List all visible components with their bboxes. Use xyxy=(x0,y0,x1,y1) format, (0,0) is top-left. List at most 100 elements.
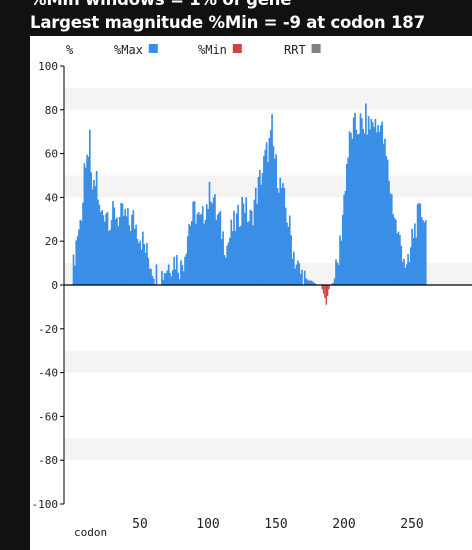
max-bar xyxy=(137,243,140,285)
max-bar xyxy=(139,240,141,285)
max-bar xyxy=(162,279,165,285)
min-window-note: %Min windows = 1% of gene xyxy=(30,0,291,9)
max-bar xyxy=(180,260,182,285)
max-bar xyxy=(148,268,151,285)
max-bar xyxy=(388,180,390,285)
max-bar xyxy=(365,103,367,286)
max-bar xyxy=(283,188,286,285)
legend-label: RRT xyxy=(284,43,306,57)
max-bar xyxy=(354,112,356,285)
max-bar xyxy=(114,219,117,285)
max-bar xyxy=(83,163,86,285)
max-bar xyxy=(193,200,196,285)
max-bar xyxy=(290,235,292,285)
max-bar xyxy=(131,214,133,285)
max-bar xyxy=(118,216,121,285)
max-bar xyxy=(87,156,90,285)
max-bar xyxy=(227,242,230,285)
max-bar xyxy=(260,184,263,285)
max-bar xyxy=(103,221,106,285)
max-bar xyxy=(165,273,167,285)
max-bar xyxy=(233,210,235,285)
max-bar xyxy=(370,119,373,285)
max-bar xyxy=(93,179,95,285)
max-bar xyxy=(110,220,113,285)
max-bar xyxy=(106,212,109,285)
max-bar xyxy=(216,214,219,285)
max-bar xyxy=(263,156,265,285)
max-bar xyxy=(418,202,420,285)
max-bar xyxy=(382,143,385,285)
max-bar xyxy=(286,222,288,285)
max-bar xyxy=(78,229,80,285)
max-bar xyxy=(199,215,201,285)
max-bar xyxy=(303,270,306,285)
grid-band xyxy=(64,438,472,461)
max-bar xyxy=(97,199,99,285)
max-bar xyxy=(272,146,275,285)
x-tick-label: 50 xyxy=(132,517,148,532)
max-bar xyxy=(80,220,83,285)
max-bar xyxy=(244,212,246,285)
max-bar xyxy=(336,262,339,285)
max-bar xyxy=(235,213,238,285)
max-bar xyxy=(211,203,214,285)
max-bar xyxy=(102,215,105,285)
max-bar xyxy=(340,240,343,285)
max-bar xyxy=(312,281,314,285)
max-bar xyxy=(355,129,358,285)
max-bar xyxy=(74,265,76,285)
max-bar xyxy=(306,279,309,285)
max-bar xyxy=(144,252,147,285)
max-bar xyxy=(101,209,103,285)
max-bar xyxy=(414,223,416,285)
max-bar xyxy=(173,256,175,285)
y-tick-label: 0 xyxy=(51,279,58,292)
max-bar xyxy=(284,207,287,285)
max-bar xyxy=(420,217,423,285)
legend-swatch xyxy=(311,44,321,53)
max-bar xyxy=(146,242,148,285)
max-bar xyxy=(226,245,229,285)
max-bar xyxy=(389,193,392,285)
max-bar xyxy=(278,192,280,285)
max-bar xyxy=(214,194,216,285)
max-bar xyxy=(225,257,227,285)
max-bar xyxy=(371,122,374,285)
max-bar xyxy=(98,204,101,285)
max-bar xyxy=(313,282,316,285)
max-bar xyxy=(337,264,340,285)
max-bar xyxy=(245,197,248,285)
max-bar xyxy=(343,194,345,285)
max-bar xyxy=(397,231,400,285)
max-bar xyxy=(161,271,163,285)
max-bar xyxy=(192,201,195,285)
y-axis-label: % xyxy=(66,43,74,57)
max-bar xyxy=(223,255,226,285)
max-bar xyxy=(424,220,427,285)
max-bar xyxy=(75,240,78,285)
max-bar xyxy=(205,204,208,285)
max-bar xyxy=(136,239,139,285)
max-bar xyxy=(120,203,122,285)
max-bar xyxy=(393,217,396,285)
max-bar xyxy=(288,215,291,285)
max-bar xyxy=(407,253,409,285)
max-bar xyxy=(396,233,399,285)
max-bar xyxy=(332,282,335,285)
y-tick-label: -60 xyxy=(38,410,58,423)
max-bar xyxy=(390,194,393,285)
max-bar xyxy=(147,258,150,285)
max-bar xyxy=(237,204,239,285)
max-bar xyxy=(178,279,181,285)
max-bar xyxy=(189,225,192,285)
max-bar xyxy=(135,224,137,285)
max-bar xyxy=(242,203,245,285)
max-bar xyxy=(261,172,264,285)
y-tick-label: 80 xyxy=(45,104,58,117)
y-tick-label: 100 xyxy=(38,60,58,73)
max-bar xyxy=(79,219,82,285)
max-bar xyxy=(234,230,237,285)
max-bar xyxy=(195,223,197,285)
max-bar xyxy=(361,118,363,285)
